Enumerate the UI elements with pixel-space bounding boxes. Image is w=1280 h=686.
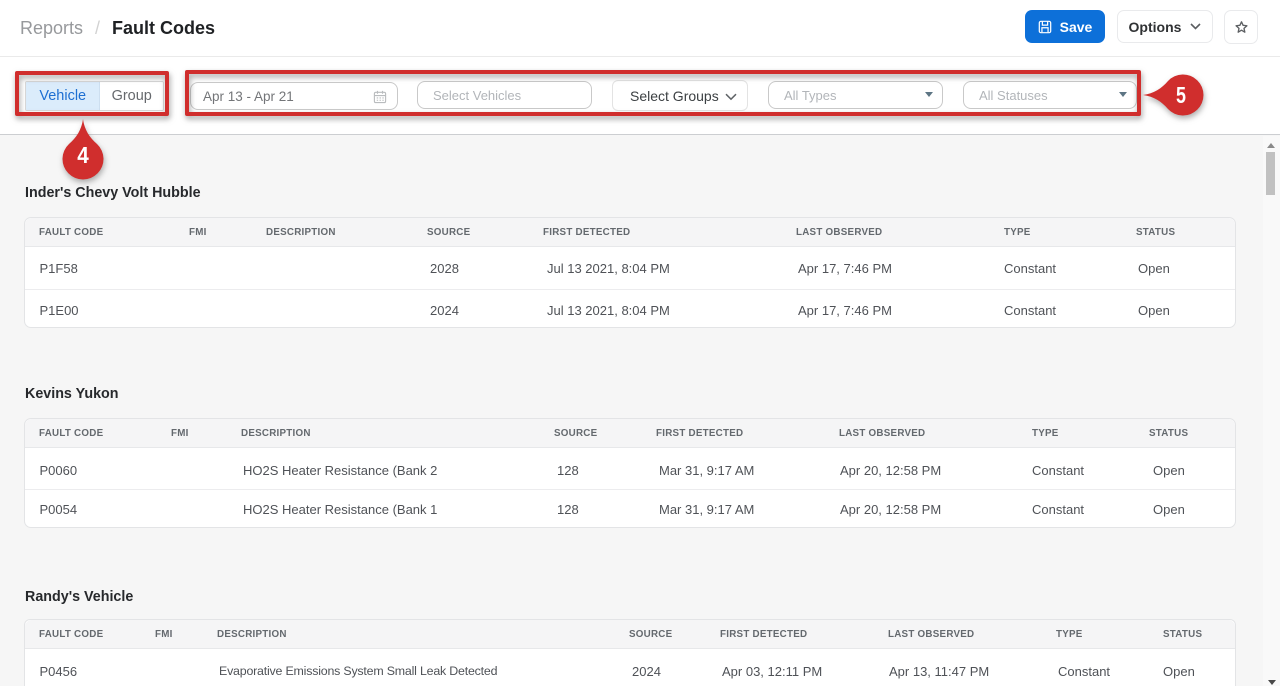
svg-text:4: 4: [77, 142, 89, 168]
svg-text:5: 5: [1176, 82, 1186, 108]
